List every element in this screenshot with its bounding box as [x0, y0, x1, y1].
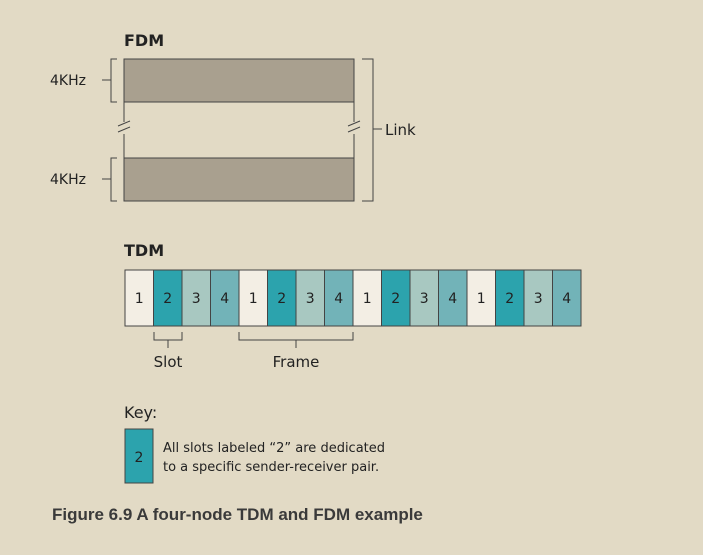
tdm-slot-row: 1 2 3 4 1 2 3 4 1 2 3 4 1 2 3 4 — [124, 269, 582, 327]
tdm-slot-number: 3 — [534, 291, 543, 307]
fdm-band-top — [123, 58, 355, 103]
tdm-slot — [267, 269, 297, 327]
tdm-slot-number: 3 — [306, 291, 315, 307]
tdm-slot — [466, 269, 496, 327]
key-description-line1: All slots labeled “2” are dedicated — [163, 441, 385, 456]
tdm-slot-number: 4 — [448, 291, 457, 307]
tdm-slot-number: 4 — [334, 291, 343, 307]
tdm-slot — [381, 269, 411, 327]
tdm-slot-number: 4 — [562, 291, 571, 307]
tdm-slot-number: 1 — [477, 291, 486, 307]
tdm-slot-number: 2 — [163, 291, 172, 307]
tdm-slot — [324, 269, 354, 327]
tdm-slot — [352, 269, 382, 327]
slot-label: Slot — [154, 353, 183, 371]
frame-bracket — [238, 332, 354, 348]
tdm-slot — [409, 269, 439, 327]
tdm-heading: TDM — [124, 241, 164, 260]
tdm-slot-number: 2 — [505, 291, 514, 307]
band-top-bracket — [102, 58, 117, 103]
figure-caption: Figure 6.9 A four-node TDM and FDM examp… — [52, 505, 423, 524]
slot-bracket — [153, 332, 183, 348]
link-bracket — [362, 58, 382, 202]
band-top-label: 4KHz — [50, 73, 86, 89]
tdm-slot-number: 1 — [135, 291, 144, 307]
tdm-slot-number: 2 — [277, 291, 286, 307]
tdm-slot — [295, 269, 325, 327]
tdm-slot-number: 1 — [363, 291, 372, 307]
tdm-slot-number: 2 — [391, 291, 400, 307]
tdm-slot-number: 4 — [220, 291, 229, 307]
band-bottom-bracket — [102, 157, 117, 202]
key-description-line2: to a specific sender-receiver pair. — [163, 460, 379, 475]
frame-label: Frame — [273, 353, 320, 371]
tdm-slot — [210, 269, 240, 327]
band-break-lines — [117, 102, 361, 158]
link-label: Link — [385, 121, 416, 139]
tdm-slot — [181, 269, 211, 327]
tdm-slot-number: 3 — [192, 291, 201, 307]
key-sample-slot — [124, 428, 154, 484]
tdm-slot — [153, 269, 183, 327]
tdm-slot-number: 3 — [420, 291, 429, 307]
key-sample-slot-label: 2 — [135, 450, 144, 466]
tdm-slot — [552, 269, 582, 327]
tdm-slot-number: 1 — [249, 291, 258, 307]
band-bottom-label: 4KHz — [50, 172, 86, 188]
tdm-slot — [523, 269, 553, 327]
tdm-slot — [238, 269, 268, 327]
fdm-heading: FDM — [124, 31, 164, 50]
fdm-band-bottom — [123, 157, 355, 202]
key-heading: Key: — [124, 403, 157, 422]
